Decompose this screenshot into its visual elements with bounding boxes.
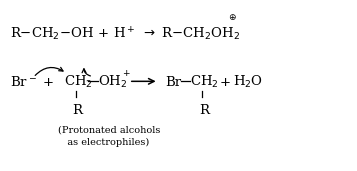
Text: OH$_2$: OH$_2$ [98, 74, 127, 90]
Text: $+$: $+$ [122, 68, 130, 78]
FancyArrowPatch shape [82, 69, 90, 76]
Text: Br$^-$: Br$^-$ [10, 75, 37, 89]
FancyArrowPatch shape [35, 67, 63, 75]
Text: CH$_2$: CH$_2$ [190, 74, 219, 90]
Text: (Protonated alcohols
   as electrophiles): (Protonated alcohols as electrophiles) [58, 125, 161, 148]
Text: R: R [199, 104, 209, 117]
Text: $+$: $+$ [219, 76, 231, 89]
Text: R: R [72, 104, 82, 117]
Text: H$_2$O: H$_2$O [233, 74, 263, 90]
Text: CH$_2$: CH$_2$ [64, 74, 92, 90]
Text: $+$: $+$ [42, 76, 54, 89]
Text: Br: Br [165, 76, 181, 89]
Text: R$-$CH$_2$$-$OH$\,+\,$H$^+$ $\rightarrow$ R$-$CH$_2$OH$_2$: R$-$CH$_2$$-$OH$\,+\,$H$^+$ $\rightarrow… [10, 25, 240, 43]
Text: $\oplus$: $\oplus$ [228, 12, 237, 22]
